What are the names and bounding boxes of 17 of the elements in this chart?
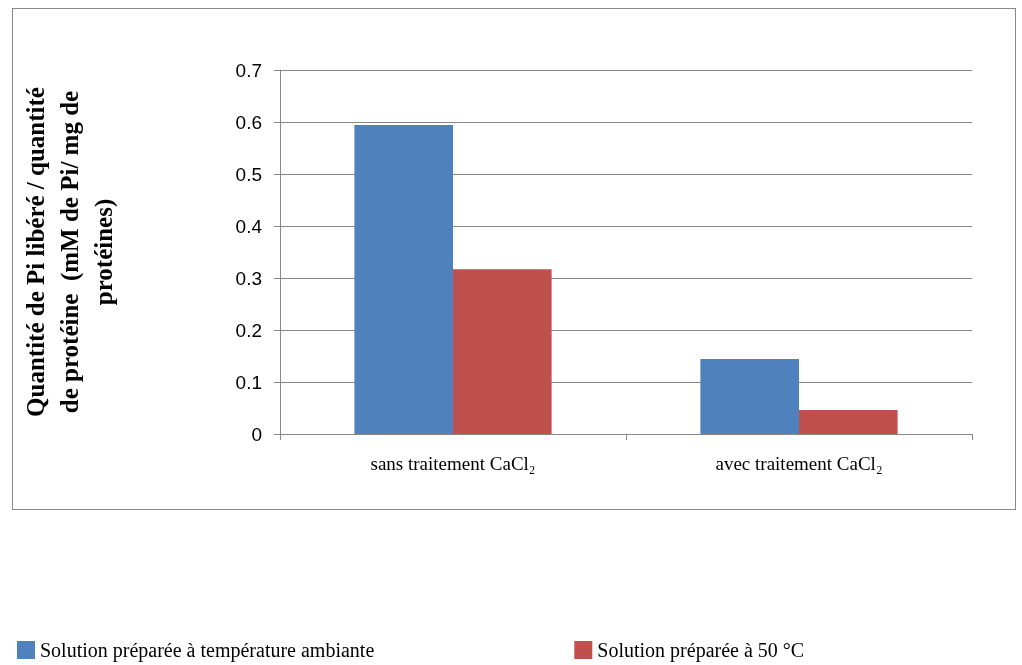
y-tick-label: 0.2 [235,319,262,341]
bar [453,269,552,434]
y-tick-label: 0.5 [235,163,262,185]
y-tick-label: 0.7 [235,59,262,81]
legend-label: Solution préparée à 50 °C [597,639,805,662]
x-tick-label: sans traitement CaCl₂ [370,453,536,474]
y-tick-label: 0.4 [235,215,263,237]
y-axis-title: Quantité de Pi libéré / quantité de protéine (mM de Pi/ mg de protéines) [21,87,118,417]
x-tick-label: avec traitement CaCl₂ [715,453,883,474]
bar [700,359,799,434]
bar [354,125,453,434]
legend-label: Solution préparée à température ambiante [40,639,375,662]
bar [799,410,898,434]
y-tick-label: 0.1 [235,371,262,393]
y-tick-label: 0 [251,423,262,445]
y-tick-label: 0.6 [235,111,262,133]
y-tick-label: 0.3 [235,267,262,289]
